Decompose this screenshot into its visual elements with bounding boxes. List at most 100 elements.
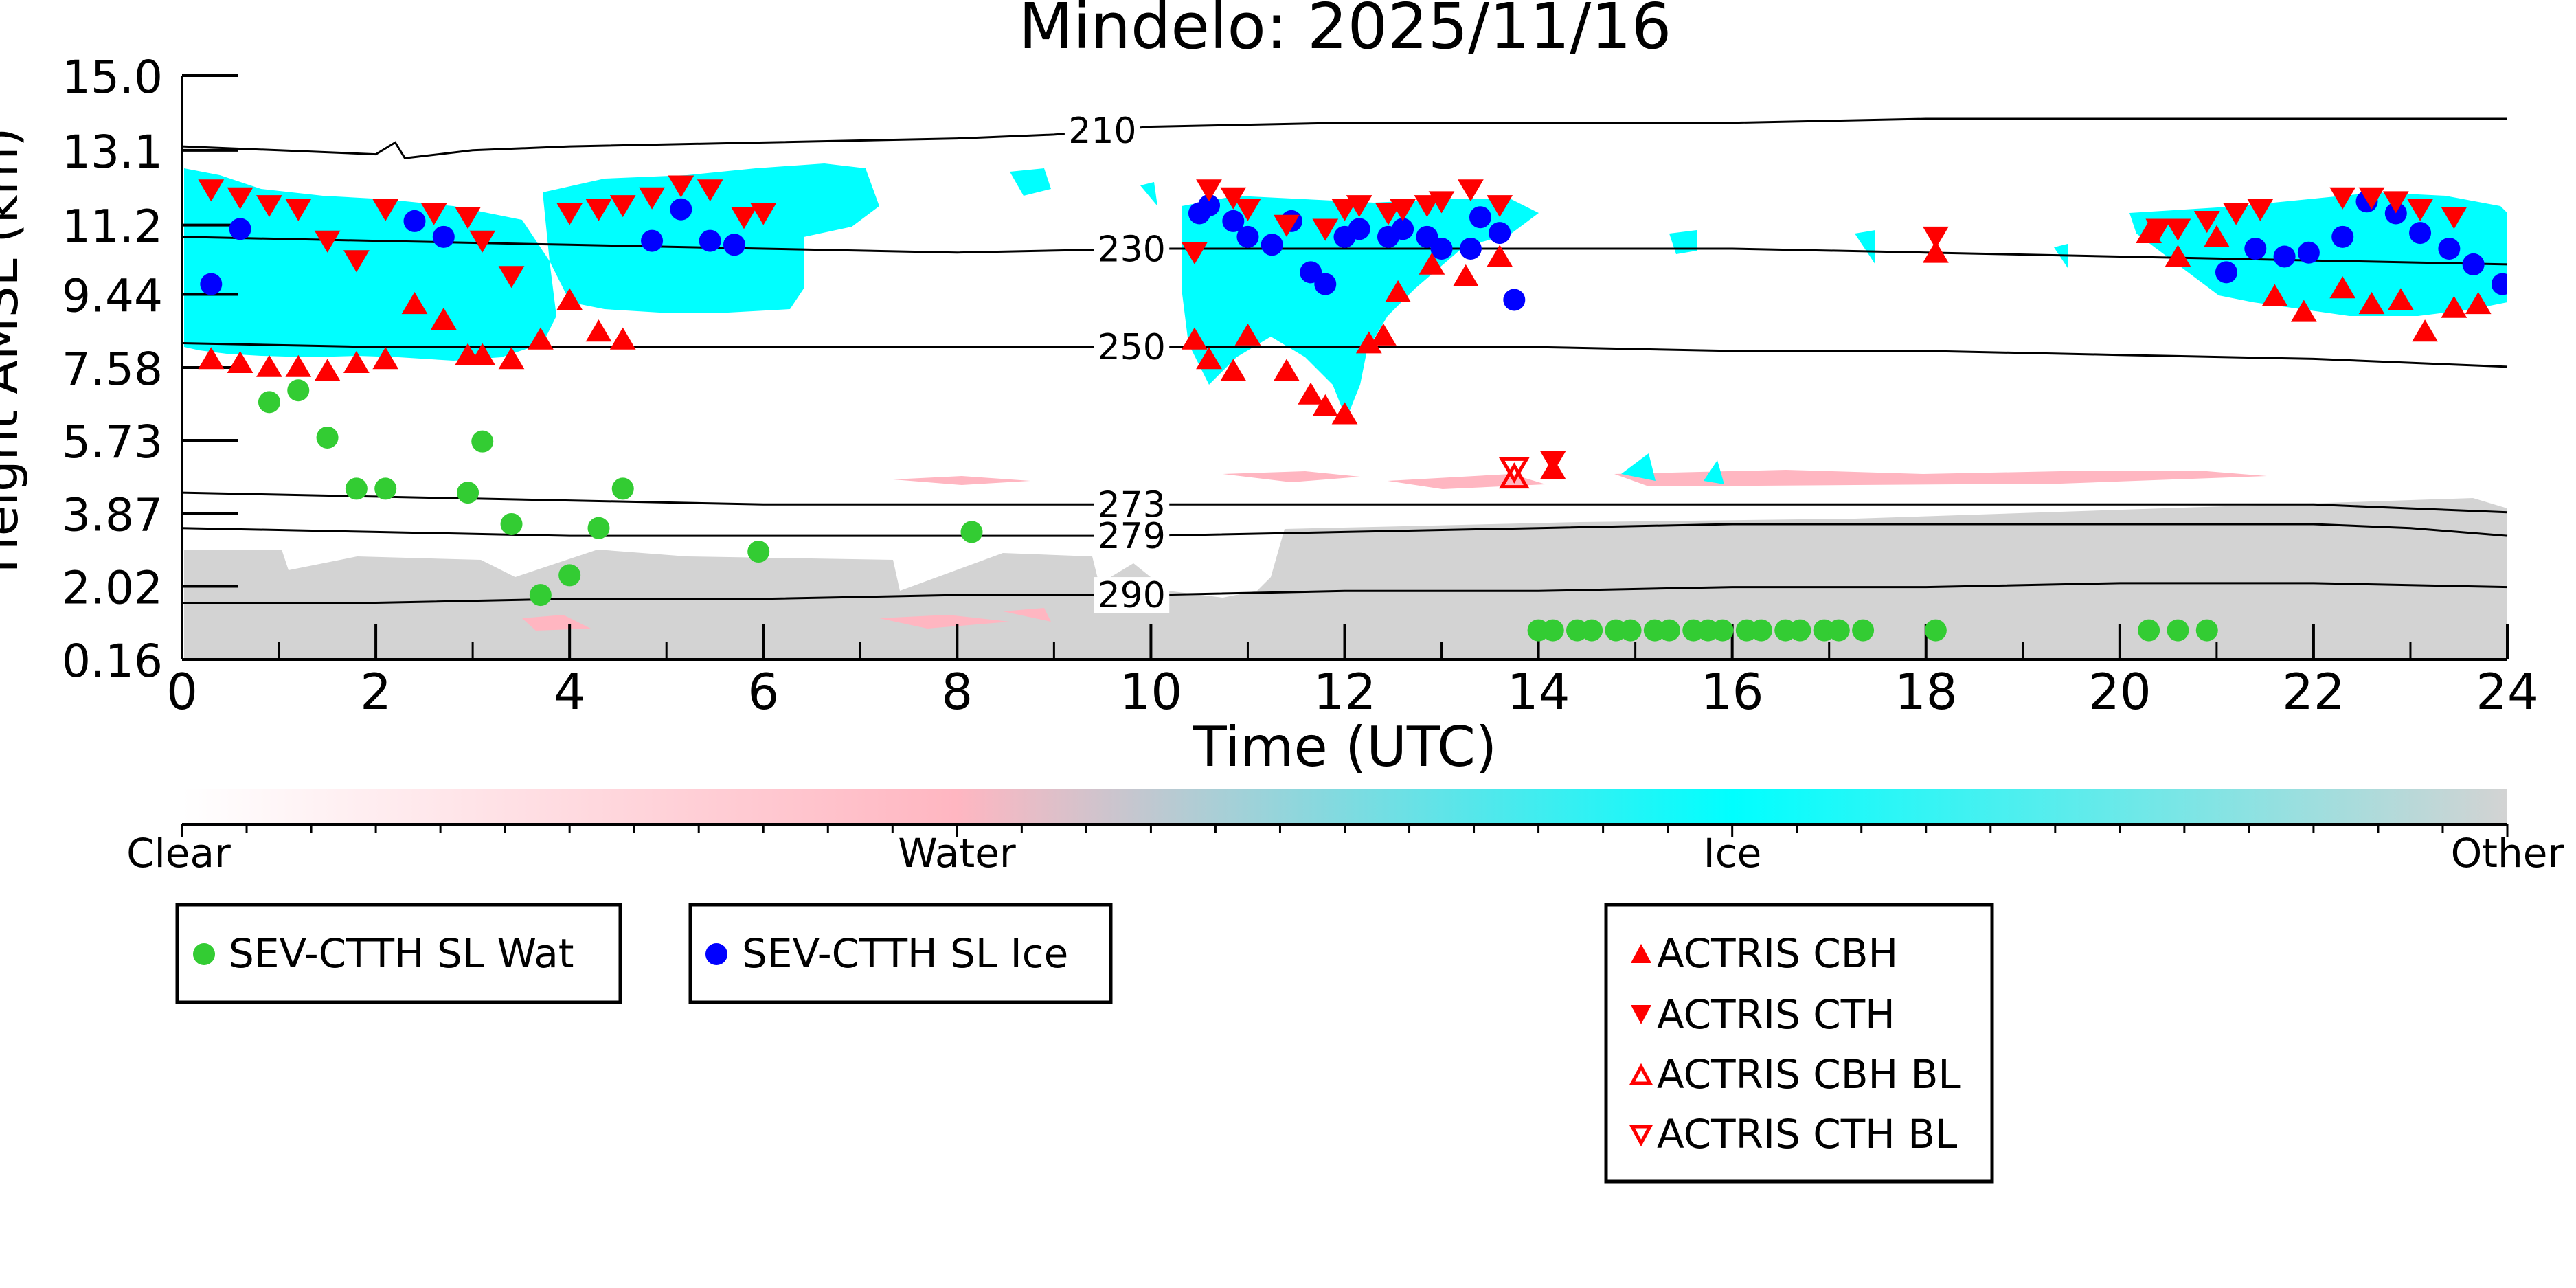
marker-sev-ctth-sl-wat <box>558 564 581 587</box>
marker-sev-ctth-sl-wat <box>258 391 280 414</box>
marker-actris-cbh <box>1234 323 1261 346</box>
x-axis-label: Time (UTC) <box>1193 715 1497 779</box>
legend-label-actris-cbh-bl: ACTRIS CBH BL <box>1657 1051 1961 1098</box>
marker-actris-cth <box>1390 199 1416 221</box>
contour-line-230 <box>181 236 2508 266</box>
y-tick-label: 3.87 <box>62 489 163 542</box>
marker-sev-ctth-sl-wat <box>1619 619 1642 642</box>
marker-actris-cth <box>2193 211 2220 234</box>
contour-label-279: 279 <box>1098 516 1166 557</box>
data-markers <box>198 175 2507 642</box>
marker-actris-cbh <box>1923 240 1949 263</box>
marker-actris-cbh <box>401 292 428 315</box>
marker-sev-ctth-sl-ice <box>723 234 745 256</box>
marker-sev-ctth-sl-ice <box>2491 273 2507 295</box>
y-tick-label: 13.1 <box>62 126 163 179</box>
marker-sev-ctth-sl-wat <box>1581 619 1603 642</box>
marker-sev-ctth-sl-wat <box>500 512 523 535</box>
marker-actris-cth <box>1414 195 1440 218</box>
legend-label-sev-wat: SEV-CTTH SL Wat <box>229 930 574 977</box>
marker-actris-cth <box>198 179 225 202</box>
y-tick-label: 0.16 <box>62 635 163 688</box>
marker-actris-cbh <box>1331 402 1358 425</box>
marker-sev-ctth-sl-wat <box>1658 619 1680 642</box>
marker-actris-cth <box>498 266 525 289</box>
legend-actris: ACTRIS CBH ACTRIS CTH ACTRIS CBH BL ACTR… <box>1604 903 1994 1184</box>
marker-actris-cbh <box>1312 394 1339 416</box>
contour-label-bg <box>1094 231 1170 267</box>
marker-sev-ctth-sl-wat <box>471 430 494 453</box>
marker-actris-cth <box>285 199 312 221</box>
marker-sev-ctth-sl-ice <box>1314 273 1337 295</box>
marker-actris-cbh <box>1452 264 1479 286</box>
marker-actris-cbh <box>198 347 225 370</box>
marker-sev-ctth-sl-ice <box>641 229 664 252</box>
contour-line-290 <box>182 582 2508 604</box>
marker-sev-ctth-sl-ice <box>1348 218 1370 240</box>
contour-label-bg <box>1094 486 1170 523</box>
marker-sev-ctth-sl-wat <box>2167 619 2189 642</box>
marker-sev-ctth-sl-ice <box>229 218 251 240</box>
marker-actris-cth <box>1539 451 1566 473</box>
marker-actris-cth <box>2407 199 2433 221</box>
marker-sev-ctth-sl-wat <box>960 521 983 543</box>
marker-sev-ctth-sl-ice <box>1503 289 1526 311</box>
marker-actris-cth <box>1428 191 1455 214</box>
marker-sev-ctth-sl-ice <box>1392 218 1414 240</box>
ice-region-wisps <box>1010 168 2068 484</box>
colorbar-label-other: Other <box>2451 830 2564 877</box>
marker-actris-cth <box>2441 207 2467 229</box>
marker-sev-ctth-sl-ice <box>403 210 426 232</box>
marker-sev-ctth-sl-ice <box>200 273 223 295</box>
marker-actris-cth <box>314 230 341 253</box>
x-tick-label: 0 <box>166 663 198 721</box>
marker-sev-ctth-sl-wat <box>587 517 610 539</box>
marker-actris-cbh <box>1385 280 1411 302</box>
marker-actris-cth <box>420 203 447 225</box>
marker-actris-cbh <box>372 347 399 370</box>
marker-sev-ctth-sl-wat <box>1852 619 1875 642</box>
y-tick-label: 2.02 <box>62 561 163 614</box>
legend-marker-actris-cbh <box>1631 944 1651 963</box>
y-tick-label: 7.58 <box>62 343 163 396</box>
marker-actris-cbh <box>227 350 253 373</box>
marker-sev-ctth-sl-ice <box>1261 234 1283 256</box>
marker-sev-ctth-sl-wat <box>1541 619 1564 642</box>
contour-line-210 <box>181 117 2507 159</box>
x-tick-label: 2 <box>360 663 392 721</box>
marker-actris-cth <box>455 207 481 229</box>
marker-actris-cbh <box>430 307 457 330</box>
marker-actris-cbh <box>314 359 341 381</box>
marker-actris-cbh <box>2165 245 2191 267</box>
marker-actris-cbh <box>256 354 282 377</box>
marker-actris-cbh <box>2290 300 2317 322</box>
marker-actris-cbh <box>2441 295 2467 318</box>
marker-actris-cth <box>372 199 399 221</box>
marker-sev-ctth-sl-wat <box>747 541 770 563</box>
colorbar-gradient <box>182 789 2507 824</box>
marker-sev-ctth-sl-ice <box>2215 261 2237 284</box>
marker-sev-ctth-sl-ice <box>1198 194 1221 217</box>
marker-sev-ctth-sl-wat <box>287 379 310 402</box>
colorbar-label-ice: Ice <box>1704 830 1762 877</box>
colorbar-ticks <box>181 824 2509 837</box>
marker-sev-ctth-sl-wat <box>374 477 397 500</box>
marker-actris-cbh <box>528 327 554 350</box>
marker-sev-ctth-sl-ice <box>1430 238 1453 260</box>
contour-label-230: 230 <box>1098 229 1166 271</box>
contour-label-bg <box>1094 518 1170 554</box>
x-tick-label: 18 <box>1895 663 1958 721</box>
marker-actris-cth <box>256 195 282 218</box>
water-region-surface <box>522 608 1051 631</box>
marker-actris-cbh <box>2329 276 2356 299</box>
contour-label-210: 210 <box>1068 111 1136 152</box>
marker-sev-ctth-sl-ice <box>2273 245 2296 268</box>
marker-actris-cbh <box>498 347 525 370</box>
marker-sev-ctth-sl-wat <box>316 426 339 449</box>
marker-actris-cbh <box>1220 359 1247 381</box>
marker-actris-cbh <box>285 354 312 377</box>
marker-actris-cth <box>2329 187 2356 210</box>
marker-sev-ctth-sl-wat <box>1924 619 1947 642</box>
marker-actris-cth <box>2247 199 2274 221</box>
marker-actris-cbh <box>2261 284 2288 306</box>
